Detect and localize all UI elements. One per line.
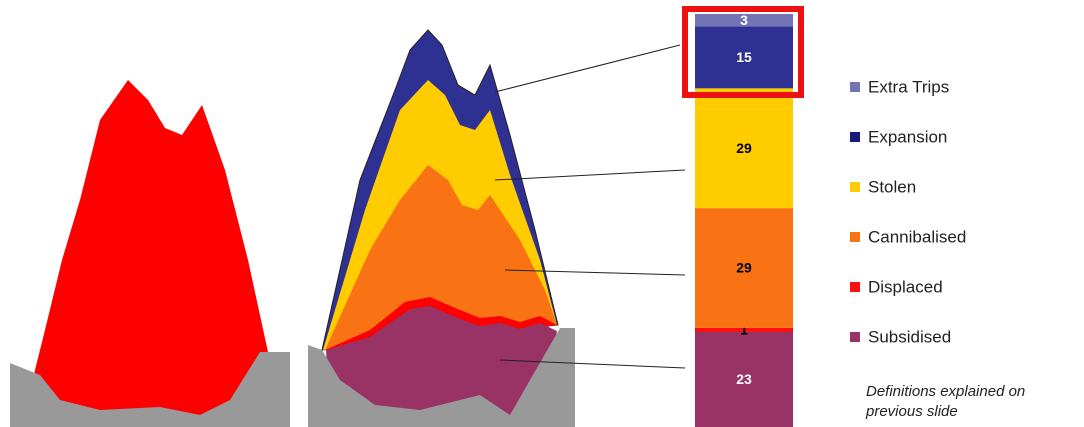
leader-line <box>504 269 686 276</box>
legend-swatch <box>850 282 860 292</box>
bar-segment <box>695 327 793 333</box>
note: Definitions explained on <box>866 383 1025 400</box>
mountain-layer <box>326 306 557 427</box>
value-label: 15 <box>736 49 752 65</box>
legend-label: Expansion <box>868 127 947 146</box>
value-label: 1 <box>740 322 748 338</box>
legend-label: Extra Trips <box>868 77 949 96</box>
legend-label: Displaced <box>868 277 943 296</box>
mountain-shape <box>30 80 268 427</box>
legend-swatch <box>850 182 860 192</box>
mountain-layer <box>325 165 557 350</box>
legend-label: Cannibalised <box>868 227 966 246</box>
bar-segment <box>695 26 793 89</box>
leader-line <box>499 359 686 369</box>
value-label: 3 <box>740 12 748 28</box>
legend: Extra Trips Expansion Stolen Cannibalised Di… <box>850 77 966 346</box>
leader-line <box>494 44 681 93</box>
stacked-bar: 23 1 29 29 15 3 <box>695 12 793 427</box>
bar-segment <box>695 332 793 427</box>
value-label: 29 <box>736 140 752 156</box>
bar-segment <box>695 88 793 209</box>
legend-label: Stolen <box>868 177 916 196</box>
legend-swatch <box>850 232 860 242</box>
bar-segment <box>695 14 793 27</box>
legend-swatch <box>850 132 860 142</box>
leader-line <box>494 169 686 181</box>
legend-swatch <box>850 332 860 342</box>
ground <box>308 328 575 427</box>
ground <box>10 352 290 427</box>
value-label: 23 <box>736 371 752 387</box>
bar-segment <box>695 208 793 328</box>
legend-label: Subsidised <box>868 327 951 346</box>
note: previous slide <box>865 403 958 420</box>
value-label: 29 <box>736 260 752 276</box>
highlight-box <box>682 6 804 98</box>
legend-swatch <box>850 82 860 92</box>
